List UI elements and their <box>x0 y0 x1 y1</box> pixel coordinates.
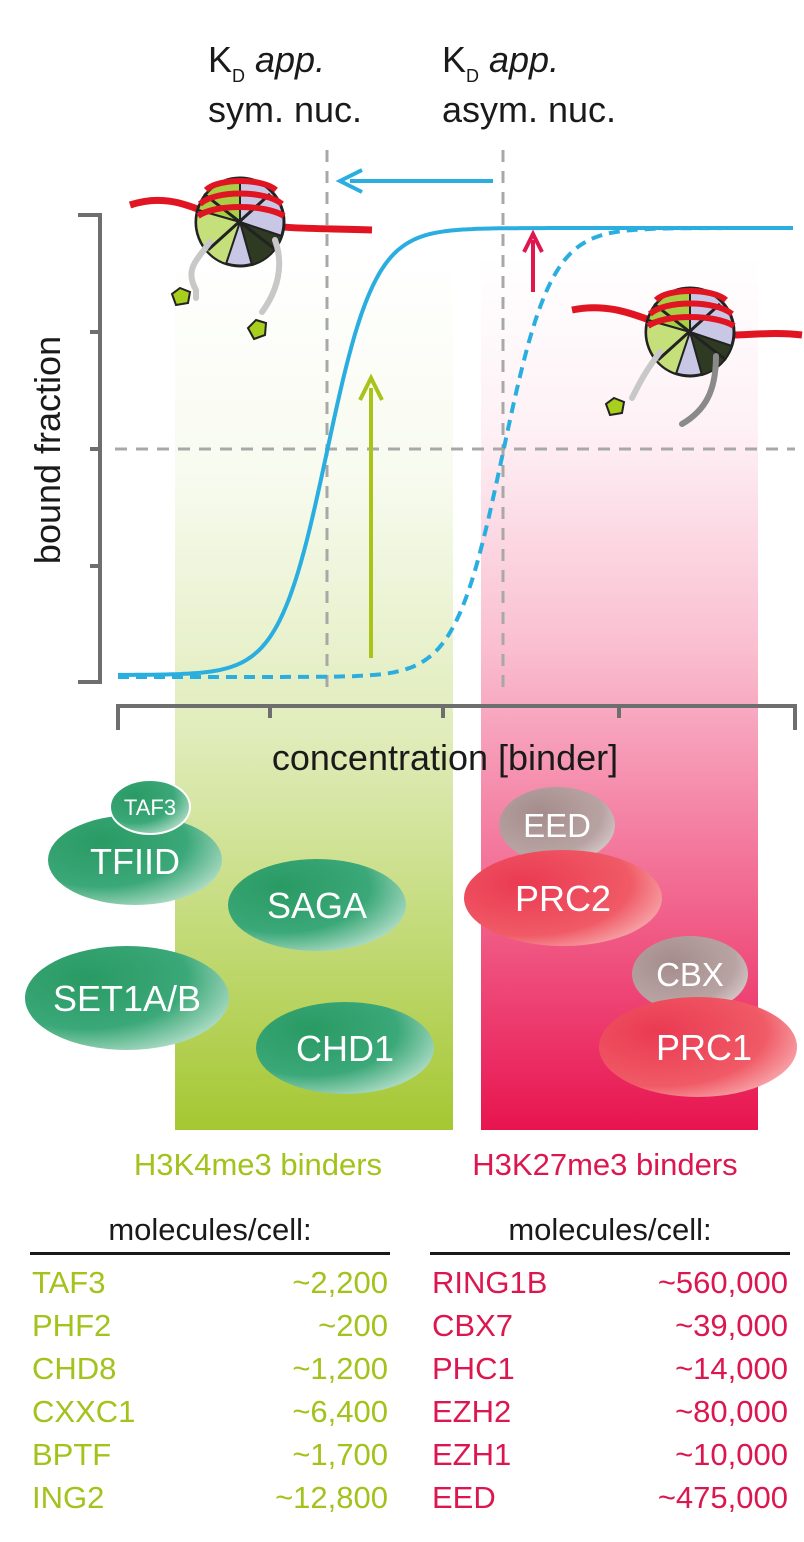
cbx-label: CBX <box>656 956 724 993</box>
protein-name: RING1B <box>432 1265 548 1300</box>
table-rule <box>430 1252 790 1255</box>
h3k4me3-binders-label: H3K4me3 binders <box>134 1147 382 1182</box>
kd-sym-label: KD app. <box>208 39 325 86</box>
taf3-label: TAF3 <box>124 795 176 820</box>
asym-binding-curve <box>118 226 793 679</box>
eed-label: EED <box>523 807 591 844</box>
protein-name: EED <box>432 1480 496 1515</box>
eed-blob <box>499 787 615 863</box>
table-row: RING1B ~560,000 <box>430 1261 790 1304</box>
table-row: TAF3 ~2,200 <box>30 1261 390 1304</box>
protein-name: EZH1 <box>432 1437 512 1472</box>
table-row: PHF2 ~200 <box>30 1304 390 1347</box>
table-header: molecules/cell: <box>508 1212 712 1247</box>
green-arrow-up <box>358 373 384 658</box>
protein-name: CXXC1 <box>32 1394 136 1429</box>
protein-name: BPTF <box>32 1437 112 1472</box>
protein-name: CBX7 <box>432 1308 513 1343</box>
saga-blob <box>228 859 406 951</box>
table-row: CXXC1 ~6,400 <box>30 1390 390 1433</box>
molecule-count: ~560,000 <box>657 1265 788 1300</box>
table-row: CBX7 ~39,000 <box>430 1304 790 1347</box>
tfiid-label: TFIID <box>90 841 180 882</box>
molecule-count: ~80,000 <box>675 1394 788 1429</box>
red-arrow-up <box>522 229 544 292</box>
symmetric-nucleosome-icon <box>128 176 373 341</box>
molecule-count: ~39,000 <box>675 1308 788 1343</box>
chd1-blob <box>256 1002 434 1094</box>
asymmetric-nucleosome-icon <box>571 286 803 427</box>
x-axis <box>116 704 797 730</box>
h3k27me3-abundance-table: molecules/cell: RING1B ~560,000 CBX7 ~39,00… <box>430 1208 790 1519</box>
molecule-count: ~1,700 <box>292 1437 388 1472</box>
table-row: BPTF ~1,700 <box>30 1433 390 1476</box>
molecule-count: ~14,000 <box>675 1351 788 1386</box>
molecule-count: ~6,400 <box>292 1394 388 1429</box>
table-row: EED ~475,000 <box>430 1476 790 1519</box>
y-axis-label: bound fraction <box>27 336 68 564</box>
saga-label: SAGA <box>267 885 367 926</box>
h3k4me3-abundance-table: molecules/cell: TAF3 ~2,200 PHF2 ~200 CHD8 ~1… <box>30 1208 390 1519</box>
kd-asym-label: KD app. <box>442 39 559 86</box>
tfiid-blob <box>48 815 222 905</box>
kd-asym-sublabel: asym. nuc. <box>442 89 616 130</box>
prc2-blob <box>464 850 662 946</box>
protein-name: TAF3 <box>32 1265 106 1300</box>
kd-sym-sublabel: sym. nuc. <box>208 89 362 130</box>
taf3-blob <box>109 779 191 835</box>
table-rule <box>30 1252 390 1255</box>
set1ab-blob <box>25 946 229 1050</box>
molecule-count: ~2,200 <box>292 1265 388 1300</box>
table-header: molecules/cell: <box>108 1212 312 1247</box>
molecule-count: ~1,200 <box>292 1351 388 1386</box>
sym-binding-curve <box>118 226 793 677</box>
blue-arrow-left <box>335 168 493 194</box>
molecule-count: ~10,000 <box>675 1437 788 1472</box>
protein-name: ING2 <box>32 1480 105 1515</box>
molecule-count: ~12,800 <box>275 1480 388 1515</box>
protein-name: CHD8 <box>32 1351 117 1386</box>
molecule-count: ~200 <box>318 1308 388 1343</box>
protein-name: PHC1 <box>432 1351 515 1386</box>
table-row: EZH1 ~10,000 <box>430 1433 790 1476</box>
y-axis <box>78 213 102 684</box>
x-axis-label: concentration [binder] <box>272 737 618 778</box>
molecule-count: ~475,000 <box>657 1480 788 1515</box>
protein-name: EZH2 <box>432 1394 512 1429</box>
protein-name: PHF2 <box>32 1308 112 1343</box>
table-row: CHD8 ~1,200 <box>30 1347 390 1390</box>
h3k27me3-binders-label: H3K27me3 binders <box>472 1147 737 1182</box>
table-row: ING2 ~12,800 <box>30 1476 390 1519</box>
prc2-label: PRC2 <box>515 878 611 919</box>
set1ab-label: SET1A/B <box>53 978 201 1019</box>
prc1-blob <box>599 997 797 1097</box>
table-row: PHC1 ~14,000 <box>430 1347 790 1390</box>
chd1-label: CHD1 <box>296 1028 394 1069</box>
prc1-label: PRC1 <box>656 1027 752 1068</box>
table-row: EZH2 ~80,000 <box>430 1390 790 1433</box>
cbx-blob <box>632 936 748 1012</box>
